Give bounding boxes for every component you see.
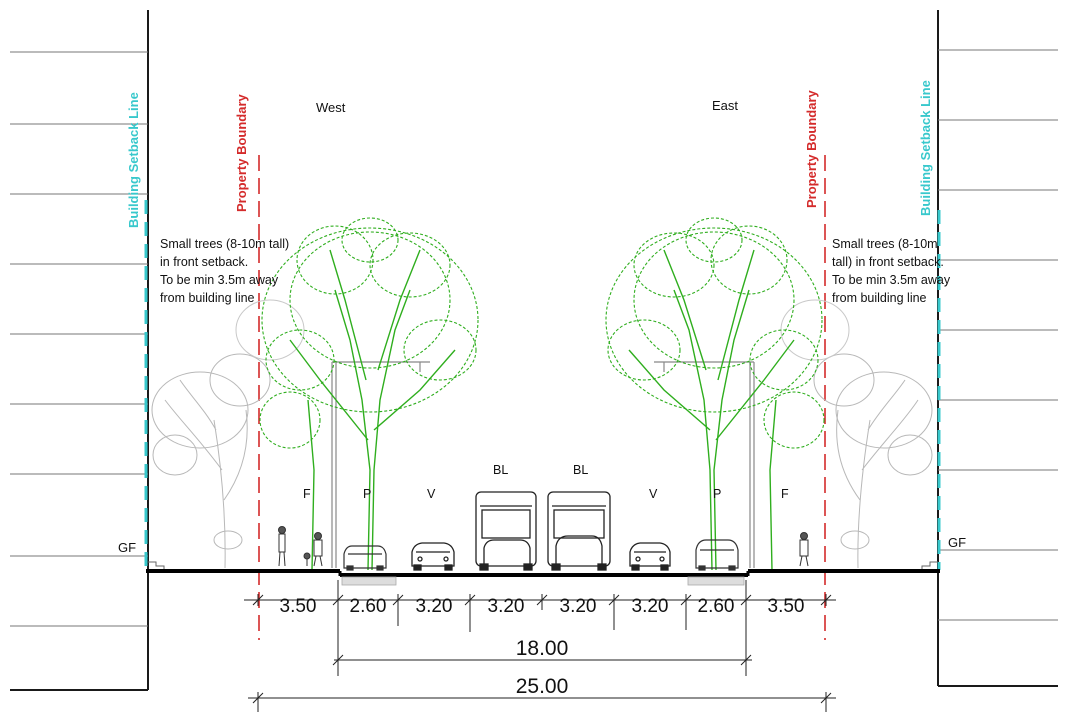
zone-label: F xyxy=(781,487,789,501)
segment-width: 3.50 xyxy=(768,596,805,617)
east-pedestrians xyxy=(799,532,809,567)
bus-east xyxy=(547,491,611,571)
west-street-tree xyxy=(259,217,479,571)
east-note-line: Small trees (8-10m xyxy=(832,237,938,251)
zone-label: V xyxy=(427,487,436,501)
west-gf-label: GF xyxy=(118,540,136,555)
west-note-line: from building line xyxy=(160,291,255,305)
ground-line xyxy=(146,569,940,586)
segment-width: 3.20 xyxy=(416,596,453,617)
vehicle-parked-west xyxy=(343,545,387,571)
overall-total: 25.00 xyxy=(516,675,569,698)
zone-label: BL xyxy=(493,463,508,477)
east-gf-label: GF xyxy=(948,535,966,550)
dimension-lines xyxy=(244,580,836,712)
segment-width: 3.20 xyxy=(560,596,597,617)
west-setback-label: Building Setback Line xyxy=(126,92,141,228)
east-note-line: tall) in front setback. xyxy=(832,255,944,269)
segment-width: 3.50 xyxy=(280,596,317,617)
segment-width: 2.60 xyxy=(350,596,387,617)
carriageway-total: 18.00 xyxy=(516,637,569,660)
vehicle-parked-east xyxy=(695,539,739,571)
zone-labels: F P V BL BL V P F xyxy=(303,463,789,501)
east-setback-label: Building Setback Line xyxy=(918,80,933,216)
west-pedestrians xyxy=(278,526,323,567)
segment-width: 3.20 xyxy=(632,596,669,617)
segment-width: 3.20 xyxy=(488,596,525,617)
segment-width-labels: 3.50 2.60 3.20 3.20 3.20 3.20 2.60 3.50 xyxy=(280,596,805,617)
east-note-line: from building line xyxy=(832,291,927,305)
east-building xyxy=(937,10,1058,687)
west-note-line: in front setback. xyxy=(160,255,248,269)
east-note: Small trees (8-10m tall) in front setbac… xyxy=(832,237,951,305)
east-street-light xyxy=(654,361,755,568)
west-note-line: To be min 3.5m away xyxy=(160,273,279,287)
zone-label: P xyxy=(363,487,371,501)
vehicle-car-west xyxy=(411,542,455,571)
zone-label: BL xyxy=(573,463,588,477)
west-note-line: Small trees (8-10m tall) xyxy=(160,237,289,251)
east-label: East xyxy=(712,98,738,113)
west-building xyxy=(10,10,149,691)
zone-label: P xyxy=(713,487,721,501)
vehicle-car-east xyxy=(629,542,671,571)
west-note: Small trees (8-10m tall) in front setbac… xyxy=(160,237,289,305)
west-property-boundary-label: Property Boundary xyxy=(234,93,249,212)
zone-label: V xyxy=(649,487,658,501)
segment-width: 2.60 xyxy=(698,596,735,617)
east-ghost-tree xyxy=(780,299,933,569)
east-property-boundary-label: Property Boundary xyxy=(804,89,819,208)
zone-label: F xyxy=(303,487,311,501)
west-label: West xyxy=(316,100,346,115)
east-street-tree xyxy=(605,217,825,571)
bus-west xyxy=(475,491,537,571)
west-ghost-tree xyxy=(151,299,305,569)
east-note-line: To be min 3.5m away xyxy=(832,273,951,287)
building-steps xyxy=(148,561,938,570)
